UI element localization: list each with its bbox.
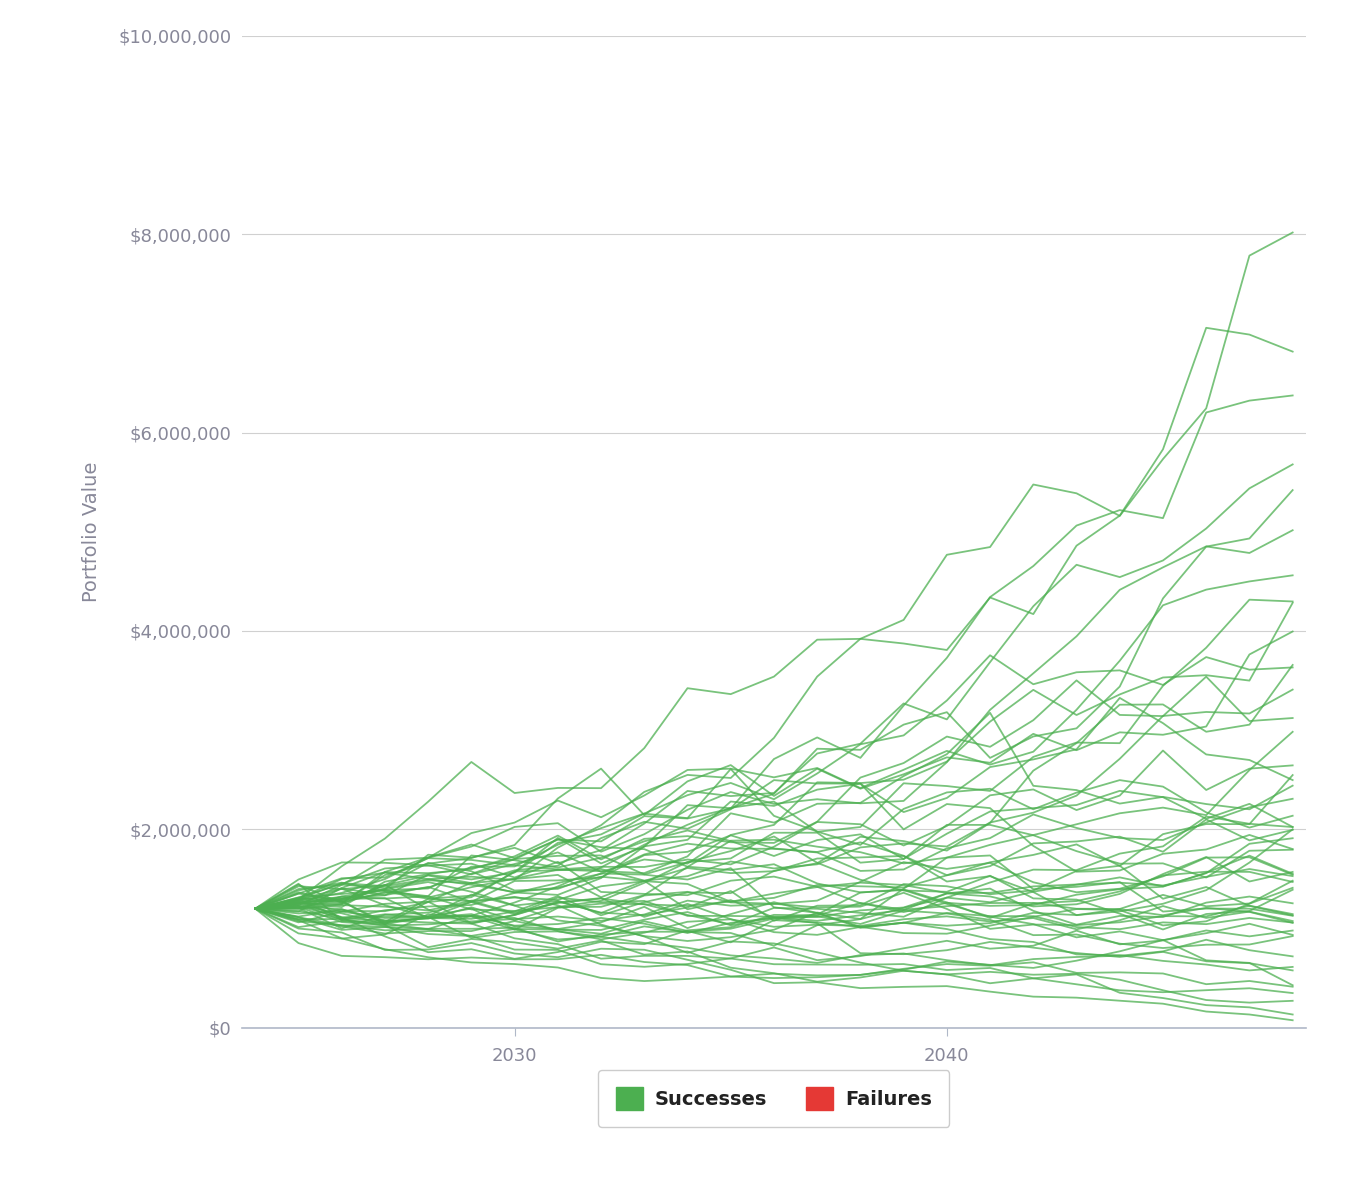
Y-axis label: Portfolio Value: Portfolio Value [82, 461, 101, 602]
Legend: Successes, Failures: Successes, Failures [599, 1070, 949, 1127]
